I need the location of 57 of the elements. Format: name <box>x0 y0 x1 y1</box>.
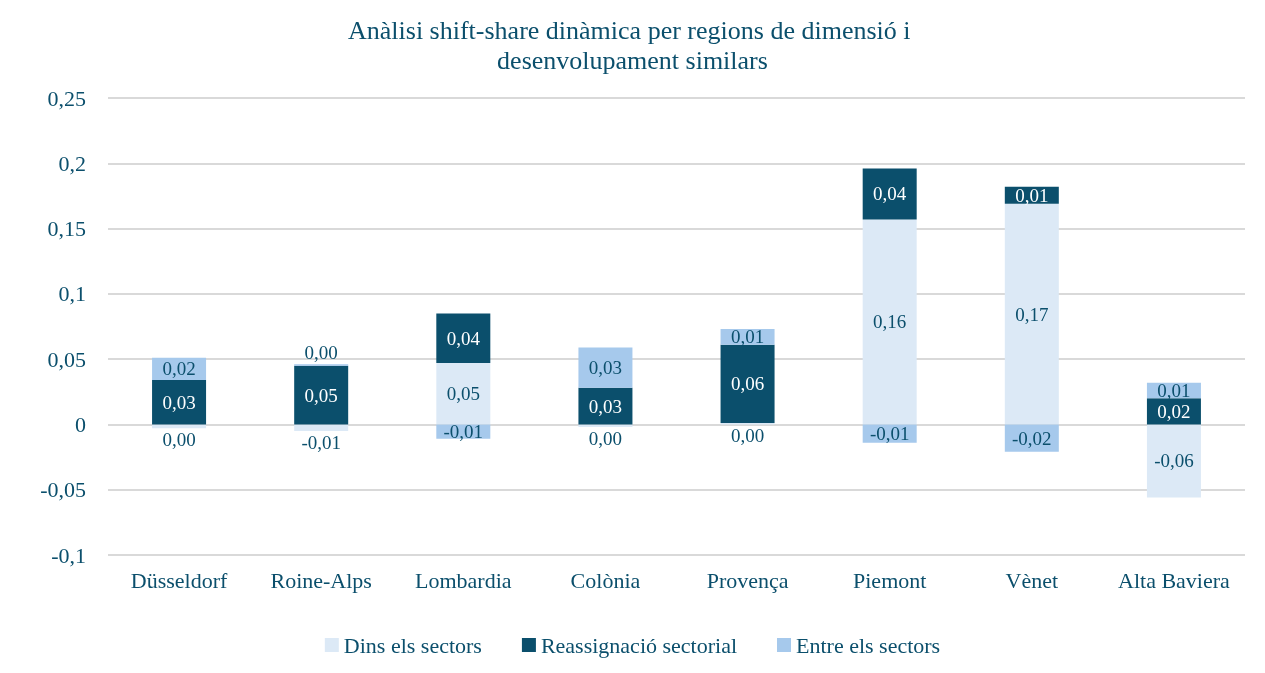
bar <box>1146 424 1201 498</box>
data-label: 0,03 <box>588 357 623 379</box>
bar <box>294 365 349 425</box>
bar <box>720 344 775 424</box>
x-tick-label: Lombardia <box>415 567 512 593</box>
data-label: 0,02 <box>1157 400 1191 422</box>
data-label: 0,01 <box>1015 184 1049 206</box>
x-tick-label: Colònia <box>570 567 641 593</box>
legend-label: Dins els sectors <box>343 632 482 658</box>
data-label: -0,02 <box>1012 427 1052 449</box>
bar <box>152 380 207 425</box>
bar <box>436 363 491 425</box>
data-label: -0,06 <box>1154 450 1194 472</box>
bar <box>862 168 917 220</box>
data-label: 0,00 <box>730 425 765 447</box>
y-tick-label: 0,2 <box>58 150 86 176</box>
data-label: -0,01 <box>443 421 484 443</box>
y-tick-label: -0,1 <box>51 542 86 568</box>
legend-label: Reassignació sectorial <box>540 632 738 658</box>
y-tick-label: 0,25 <box>47 85 86 111</box>
data-label: -0,01 <box>301 431 341 453</box>
bar <box>578 424 633 428</box>
data-label: 0,01 <box>1157 379 1191 401</box>
data-label: 0,05 <box>446 383 480 405</box>
data-label: -0,01 <box>869 423 910 445</box>
data-label: 0,04 <box>446 327 481 349</box>
bar <box>578 347 633 388</box>
chart-title: Anàlisi shift-share dinàmica per regions de dimensió i desenvolupament similars <box>348 15 917 75</box>
bar <box>1004 203 1059 425</box>
data-label: 0,04 <box>873 183 907 205</box>
y-tick-label: 0,15 <box>47 216 86 242</box>
x-tick-label: Vènet <box>1005 567 1059 593</box>
y-tick-label: 0 <box>75 411 86 437</box>
data-label: 0,05 <box>304 384 338 406</box>
data-label: 0,00 <box>304 342 338 364</box>
data-label: 0,16 <box>873 311 907 333</box>
x-tick-label: Provença <box>706 567 789 593</box>
data-label: 0,02 <box>162 358 196 380</box>
data-label: 0,03 <box>162 391 196 413</box>
data-label: 0,03 <box>588 395 623 417</box>
y-tick-label: 0,1 <box>58 281 86 307</box>
legend-label: Entre els sectors <box>796 632 941 658</box>
bar <box>294 424 349 431</box>
bar <box>862 219 917 425</box>
data-label: 0,06 <box>730 373 765 395</box>
x-tick-label: Düsseldorf <box>130 567 228 593</box>
data-label: 0,17 <box>1015 303 1049 325</box>
data-label: 0,01 <box>730 326 765 348</box>
y-tick-label: -0,05 <box>40 477 86 503</box>
bar <box>436 313 491 364</box>
data-label: 0,00 <box>588 428 623 450</box>
x-tick-label: Piemont <box>853 567 927 593</box>
data-label: 0,00 <box>162 429 196 451</box>
bar <box>152 424 207 429</box>
y-tick-label: 0,05 <box>47 346 86 372</box>
x-tick-label: Alta Baviera <box>1118 567 1231 593</box>
x-tick-label: Roine-Alps <box>270 567 372 593</box>
